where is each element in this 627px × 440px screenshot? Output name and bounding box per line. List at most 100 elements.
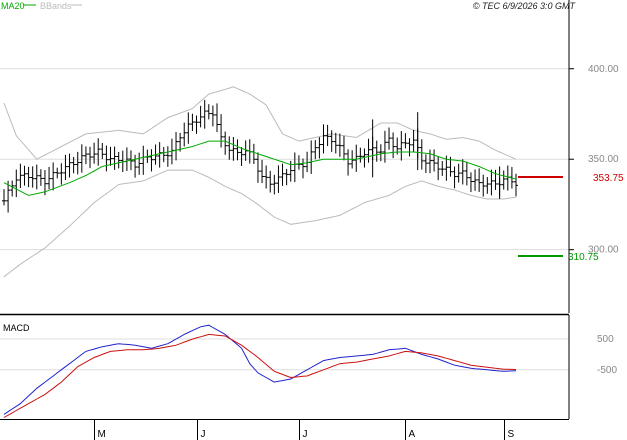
x-axis-label: M [98, 429, 106, 440]
price-bar [2, 189, 6, 206]
price-bar [489, 169, 494, 196]
price-bar [63, 154, 68, 181]
price-bar [464, 161, 469, 186]
macd-line [3, 324, 517, 415]
support-resistance-levels: 353.75 310.75 [518, 173, 624, 263]
price-bar [108, 146, 113, 166]
price-bar [473, 169, 478, 191]
bollinger-bands [3, 86, 517, 278]
price-bar [83, 146, 88, 165]
price-y-label: 300.00 [588, 245, 619, 256]
price-bar [374, 140, 379, 162]
price-bar [30, 166, 35, 188]
price-bar [301, 158, 306, 179]
price-bar [210, 105, 215, 127]
price-bar [317, 137, 322, 159]
price-bar [481, 174, 486, 197]
price-bar [34, 164, 39, 190]
price-bar [452, 166, 457, 189]
price-bar [260, 159, 265, 184]
x-axis-label: J [303, 429, 308, 440]
price-bar [243, 140, 248, 161]
price-bar [264, 165, 269, 189]
x-axis-label: A [409, 429, 416, 440]
price-bar [378, 144, 383, 162]
price-y-label: 400.00 [588, 64, 619, 75]
price-bar [411, 129, 416, 152]
price-bar [141, 145, 146, 175]
price-bar [96, 138, 101, 166]
bband-upper-line [3, 86, 517, 160]
price-bar [444, 155, 449, 181]
price-bar [346, 149, 351, 176]
price-bar [272, 174, 277, 195]
price-bars [2, 99, 518, 213]
price-bar [51, 162, 56, 191]
price-bar [161, 147, 166, 163]
x-axis-label: S [508, 429, 515, 440]
price-bar [206, 104, 211, 120]
price-bar [55, 167, 60, 179]
price-bar [165, 146, 170, 167]
price-bar [456, 163, 461, 183]
price-bar [276, 165, 281, 193]
price-bar [333, 132, 338, 154]
price-bar [407, 138, 412, 157]
macd-panel-title: MACD [3, 323, 30, 333]
price-bar [214, 103, 219, 133]
resistance-label: 353.75 [593, 173, 624, 184]
price-bar [157, 142, 162, 168]
price-bar [505, 165, 510, 191]
price-bar [501, 170, 506, 190]
price-bar [284, 168, 289, 186]
signal-line [3, 333, 517, 418]
price-bar [79, 144, 84, 173]
macd-lines [3, 324, 517, 418]
price-bar [329, 130, 334, 152]
ma20-path [3, 140, 517, 196]
support-label: 310.75 [568, 252, 599, 263]
price-bar [280, 163, 285, 186]
price-bar [235, 139, 240, 161]
price-bar [366, 138, 371, 163]
price-bar [313, 140, 318, 160]
price-bar [75, 151, 80, 175]
price-bar [296, 155, 301, 170]
macd-y-label: 500 [597, 334, 614, 345]
x-axis-ticks [94, 420, 505, 440]
ma20-line [3, 140, 517, 196]
price-bar [182, 122, 187, 147]
price-bar [26, 166, 31, 188]
price-bar [231, 136, 236, 161]
price-bar [116, 151, 121, 169]
price-bar [387, 127, 392, 150]
price-bar [268, 170, 273, 193]
price-bar [337, 133, 342, 157]
price-bar [427, 149, 432, 174]
price-bar [112, 146, 117, 170]
price-bar [190, 113, 195, 132]
price-bar [6, 180, 11, 213]
price-bar [186, 112, 191, 144]
price-bar [309, 140, 314, 174]
price-bar [477, 168, 482, 192]
price-bar [251, 143, 256, 165]
price-bar [468, 172, 473, 193]
price-bar [133, 154, 138, 178]
price-bar [219, 114, 224, 148]
price-bar [47, 166, 52, 190]
macd-gridlines [0, 338, 569, 371]
price-bar [104, 145, 109, 172]
price-bar [440, 160, 445, 176]
price-bar [255, 152, 260, 183]
price-bar [432, 149, 437, 172]
axis-labels: 400.00 350.00 300.00 500 -500 M J J A S [98, 64, 620, 440]
price-bar [194, 115, 199, 134]
x-axis-label: J [201, 429, 206, 440]
price-bar [227, 136, 232, 160]
price-bar [358, 147, 363, 163]
price-bar [436, 156, 441, 181]
price-bar [460, 159, 465, 185]
price-bar [239, 147, 244, 166]
